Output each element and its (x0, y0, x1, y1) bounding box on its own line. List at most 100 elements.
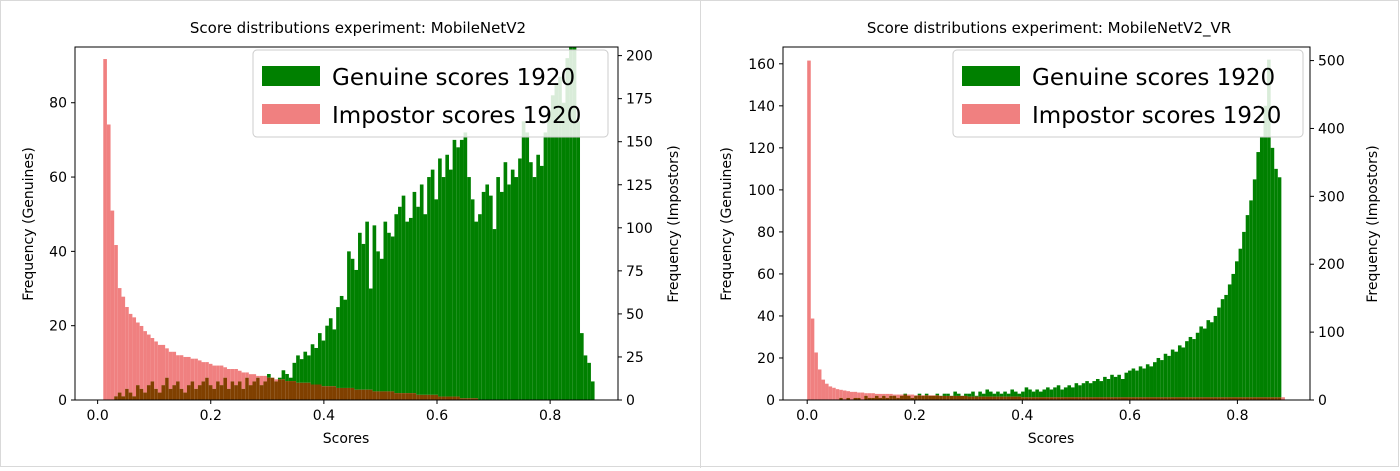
genuine-bar (971, 392, 975, 397)
genuine-bar (1192, 339, 1196, 397)
x-tick-label: 0.0 (796, 408, 818, 424)
overlap-bar (918, 395, 922, 400)
overlap-bar (172, 385, 176, 400)
impostor-bar (114, 245, 118, 396)
genuine-bar (576, 121, 580, 400)
genuine-bar (996, 392, 1000, 397)
genuine-bar (456, 147, 460, 396)
genuine-bar (354, 270, 358, 390)
overlap-bar (996, 397, 1000, 400)
impostor-bar (194, 359, 198, 389)
overlap-bar (249, 385, 253, 400)
genuine-bar (964, 394, 968, 396)
impostor-bar (140, 326, 144, 389)
genuine-bar (489, 196, 493, 400)
y-right-tick-label: 150 (626, 135, 653, 151)
overlap-bar (242, 389, 246, 400)
genuine-bar (1071, 387, 1075, 397)
genuine-bar (445, 155, 449, 397)
genuine-bar (1046, 387, 1050, 397)
y-right-tick-label: 100 (626, 221, 653, 237)
genuine-bar (1167, 356, 1171, 397)
genuine-bar (1256, 152, 1260, 397)
genuine-bar (1107, 379, 1111, 397)
genuine-bar (1007, 394, 1011, 397)
overlap-bar (151, 381, 155, 400)
overlap-bar (125, 389, 129, 400)
y-right-tick-label: 500 (1318, 54, 1345, 70)
impostor-bar (879, 394, 883, 398)
y-axis-label-right: Frequency (Impostors) (1365, 145, 1381, 302)
overlap-bar (354, 390, 358, 400)
genuine-bar (1203, 329, 1207, 398)
y-right-tick-label: 100 (1318, 325, 1345, 341)
impostor-bar (223, 367, 227, 377)
impostor-bar (260, 376, 264, 385)
impostor-bar (125, 307, 129, 389)
genuine-bar (307, 355, 311, 382)
genuine-bar (1042, 389, 1046, 397)
overlap-bar (946, 396, 950, 400)
overlap-bar (864, 396, 868, 400)
genuine-bar (1214, 316, 1218, 397)
genuine-bar (1210, 322, 1214, 397)
genuine-bar (1135, 371, 1139, 398)
overlap-bar (903, 395, 907, 400)
impostor-bar (832, 388, 836, 400)
y-axis-label-right: Frequency (Impostors) (666, 145, 682, 302)
genuine-bar (311, 344, 315, 384)
chart-panel-left: Score distributions experiment: MobileNe… (0, 0, 700, 467)
genuine-bar (943, 394, 947, 396)
overlap-bar (993, 397, 997, 400)
y-left-tick-label: 80 (49, 96, 67, 112)
overlap-bar (245, 378, 249, 400)
overlap-bar (409, 393, 413, 400)
genuine-bar (562, 103, 566, 400)
genuine-bar (1064, 387, 1068, 397)
impostor-bar (921, 395, 925, 396)
impostor-bar (212, 366, 216, 389)
genuine-bar (1050, 389, 1054, 397)
legend-swatch-genuine (962, 66, 1020, 86)
impostor-bar (900, 395, 904, 396)
genuine-bar (409, 218, 413, 393)
impostor-bar (850, 392, 854, 400)
overlap-bar (296, 383, 300, 400)
overlap-bar (1007, 397, 1011, 400)
overlap-bar (136, 385, 140, 400)
genuine-bar (394, 214, 398, 393)
genuine-bar (1239, 249, 1243, 398)
genuine-bar (358, 233, 362, 390)
overlap-bar (383, 391, 387, 400)
overlap-bar (456, 397, 460, 400)
overlap-bar (449, 397, 453, 400)
genuine-bar (471, 199, 475, 398)
overlap-bar (416, 395, 420, 400)
impostor-bar (234, 369, 238, 385)
legend-swatch-genuine (262, 66, 320, 86)
impostor-bar (882, 394, 886, 396)
genuine-bar (533, 177, 537, 400)
impostor-bar (111, 211, 115, 400)
impostor-bar (861, 393, 865, 400)
impostor-bar (121, 297, 125, 397)
genuine-bar (1249, 200, 1253, 397)
overlap-bar (402, 393, 406, 400)
overlap-bar (129, 393, 133, 400)
genuine-bar (303, 352, 307, 383)
impostor-bar (183, 357, 187, 393)
x-axis-label: Scores (1028, 431, 1075, 447)
genuine-bar (1221, 299, 1225, 397)
x-tick-label: 0.2 (904, 408, 926, 424)
genuine-bar (434, 199, 438, 394)
overlap-bar (957, 396, 961, 400)
genuine-bar (1246, 215, 1250, 397)
genuine-bar (482, 192, 486, 400)
overlap-bar (964, 396, 968, 400)
genuine-bar (296, 355, 300, 382)
overlap-bar (362, 390, 366, 400)
impostor-bar (205, 362, 209, 378)
genuine-bar (325, 326, 329, 387)
genuine-bar (1274, 169, 1278, 397)
overlap-bar (271, 378, 275, 400)
